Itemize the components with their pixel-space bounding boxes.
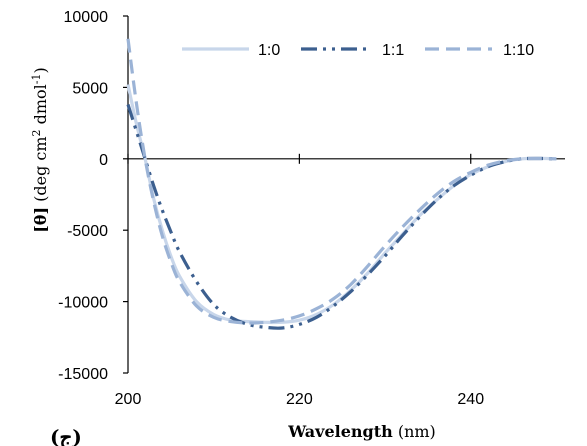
y-tick-label: -15000 bbox=[58, 366, 108, 383]
legend-label-3: 1:10 bbox=[503, 42, 534, 59]
y-tick-label: 5000 bbox=[72, 80, 108, 97]
y-tick-label: -10000 bbox=[58, 295, 108, 312]
y-tick-label: 10000 bbox=[64, 9, 109, 26]
y-tick-label: -5000 bbox=[67, 223, 108, 240]
y-axis-label-post: ) bbox=[31, 67, 50, 73]
series-line-2 bbox=[126, 104, 557, 330]
x-tick-label: 240 bbox=[457, 391, 484, 408]
series-line-1 bbox=[126, 84, 557, 325]
y-axis-label-sup2: -1 bbox=[30, 73, 43, 84]
series-line-3 bbox=[126, 38, 557, 325]
y-axis-label-mid: dmol bbox=[31, 84, 50, 124]
x-axis-label: Wavelength (nm) bbox=[287, 422, 436, 441]
y-axis-ticks: -15000 -10000 -5000 0 5000 10000 bbox=[58, 9, 128, 383]
y-axis-label-bold: [θ] bbox=[31, 207, 50, 233]
panel-label: (ج) bbox=[50, 425, 82, 446]
series-lines bbox=[126, 38, 557, 330]
y-axis-label-sup1: 2 bbox=[30, 129, 43, 136]
x-tick-label: 200 bbox=[115, 391, 142, 408]
x-axis-ticks: 200 220 240 bbox=[115, 153, 484, 408]
y-tick-label: 0 bbox=[99, 152, 108, 169]
x-axis-label-bold: Wavelength bbox=[287, 422, 393, 441]
legend-label-1: 1:0 bbox=[258, 42, 280, 59]
legend: 1:0 1:1 1:10 bbox=[182, 42, 534, 59]
y-axis-label-pre: (deg cm bbox=[31, 136, 50, 201]
x-axis-label-unit: (nm) bbox=[398, 422, 436, 441]
x-tick-label: 220 bbox=[286, 391, 313, 408]
y-axis-label: [θ] (deg cm2 dmol-1) bbox=[30, 67, 51, 233]
legend-label-2: 1:1 bbox=[382, 42, 404, 59]
